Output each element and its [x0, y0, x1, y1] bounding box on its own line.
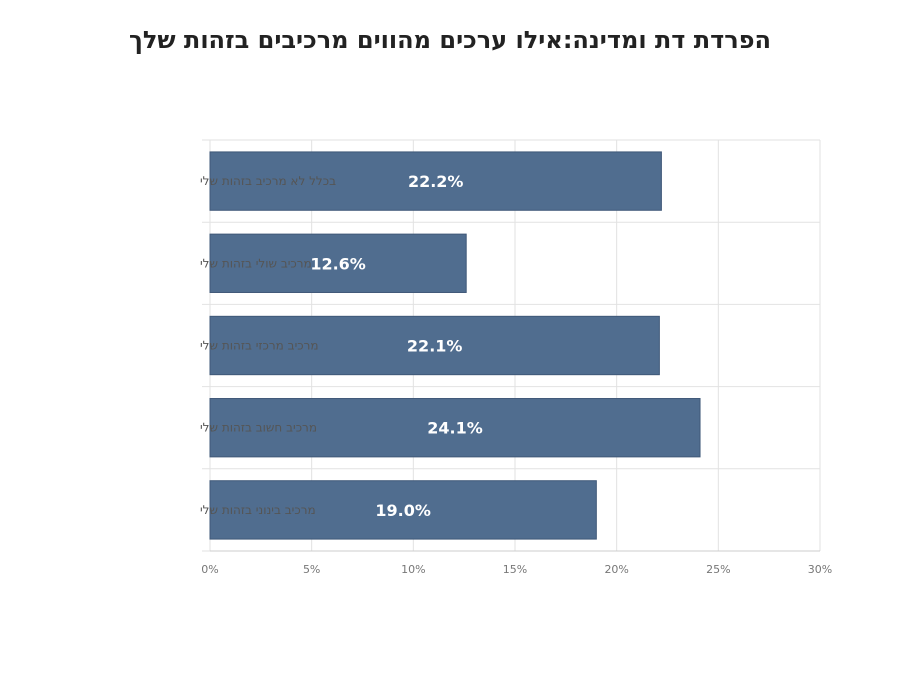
- category-label: מרכיב בינוני בזהות שלי: [200, 503, 316, 517]
- data-label: 19.0%: [375, 501, 431, 520]
- data-label: 24.1%: [427, 419, 483, 438]
- bar-layer: [209, 151, 701, 540]
- category-label: מרכיב חשוב בזהות שלי: [200, 421, 317, 435]
- bar: [209, 315, 660, 376]
- axis-layer: 0% 5% 10% 15% 20% 25% 30%: [201, 550, 832, 576]
- x-tick-label: 5%: [303, 563, 320, 576]
- bar: [209, 398, 701, 458]
- x-tick-label: 10%: [401, 563, 425, 576]
- bar: [209, 480, 597, 540]
- data-label: 22.1%: [407, 337, 463, 356]
- chart-title: הפרדת דת ומדינה:אילו ערכים מהווים מרכיבי…: [128, 26, 771, 54]
- category-label: מרכיב שולי בזהות שלי: [200, 256, 312, 270]
- category-label: מרכיב מרכזי בזהות שלי: [200, 339, 319, 353]
- x-tick-label: 0%: [201, 563, 218, 576]
- x-tick-label: 20%: [604, 563, 628, 576]
- bar: [209, 233, 467, 293]
- label-layer: 22.2% בכלל לא מרכיב בזהות שלי 12.6%מרכיב ש…: [200, 172, 483, 520]
- category-label: בכלל לא מרכיב בזהות שלי: [200, 174, 336, 188]
- x-tick-label: 25%: [706, 563, 730, 576]
- x-tick-label: 30%: [808, 563, 832, 576]
- data-label: 12.6%: [310, 254, 366, 273]
- bar: [209, 151, 662, 211]
- x-tick-label: 15%: [503, 563, 527, 576]
- data-label: 22.2%: [408, 172, 464, 191]
